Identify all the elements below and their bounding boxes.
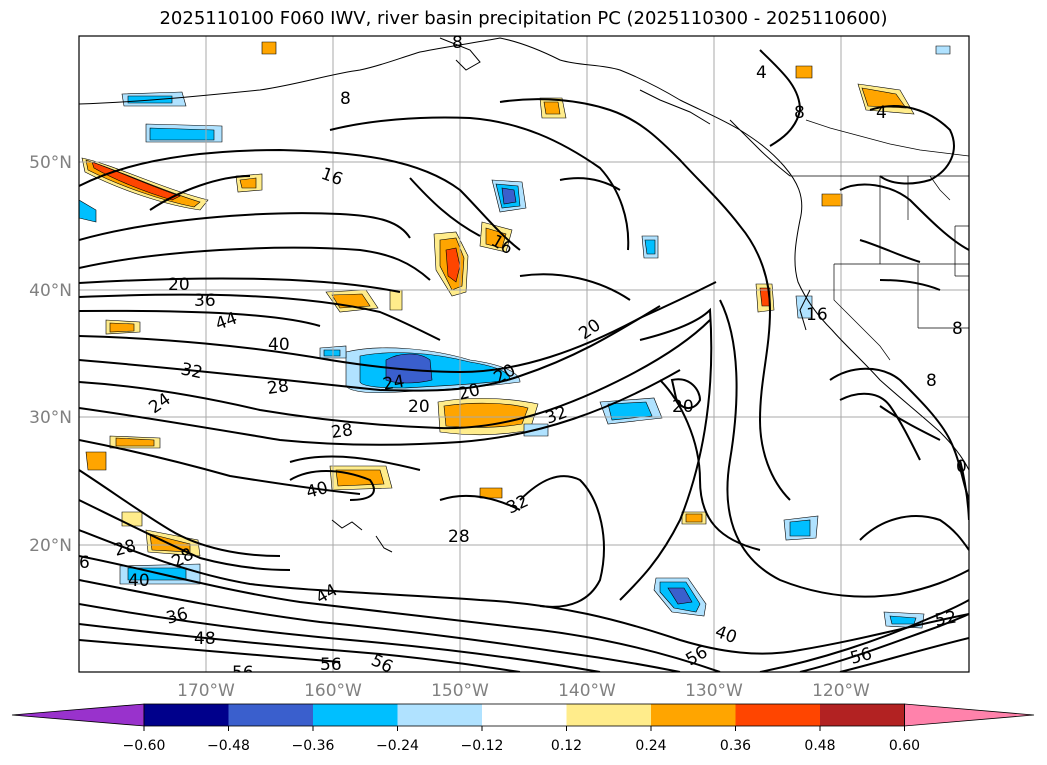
contour-label: 6 (79, 553, 90, 573)
contour-label: 32 (179, 359, 204, 383)
contour-label: 48 (194, 629, 216, 649)
contour-label: 40 (128, 571, 150, 591)
colorbar-tick-label: 0.12 (551, 738, 582, 754)
colorbar-tick-label: −0.12 (461, 738, 504, 754)
iwv-contours (79, 49, 969, 672)
lat-label: 20°N (29, 536, 72, 556)
contour-label: 56 (368, 650, 396, 677)
contour-label: 8 (340, 89, 351, 109)
lon-label: 150°W (431, 681, 489, 701)
map-title: 2025110100 F060 IWV, river basin precipi… (159, 8, 888, 29)
lat-label: 40°N (29, 281, 72, 301)
lon-label: 120°W (812, 681, 870, 701)
colorbar-segment (482, 704, 567, 726)
coastline (79, 37, 969, 553)
contour-label: 20 (672, 397, 694, 417)
latitude-labels: 50°N 40°N 30°N 20°N (29, 153, 72, 556)
longitude-labels: 170°W 160°W 150°W 140°W 130°W 120°W (177, 681, 870, 701)
colorbar: −0.60 −0.48 −0.36 −0.24 −0.12 0.12 0.24 … (11, 703, 1035, 754)
contour-label: 8 (452, 33, 463, 53)
contour-label: 4 (756, 63, 767, 83)
colorbar-segment (566, 704, 651, 726)
lon-label: 140°W (558, 681, 616, 701)
contour-label: 28 (330, 420, 354, 443)
contour-label: 56 (320, 655, 342, 675)
colorbar-tick-label: 0.24 (635, 738, 666, 754)
map-frame (78, 35, 970, 673)
contour-label: 8 (926, 371, 937, 391)
contour-label: 24 (381, 371, 406, 394)
colorbar-high-extension (904, 703, 1035, 727)
colorbar-tick-label: −0.48 (207, 738, 250, 754)
lon-label: 130°W (685, 681, 743, 701)
contour-label: 36 (194, 291, 216, 311)
colorbar-low-extension (11, 703, 145, 727)
colorbar-segment (820, 704, 905, 726)
contour-label: 16 (806, 305, 828, 325)
contour-label: 28 (448, 527, 470, 547)
colorbar-tick-label: −0.24 (376, 738, 419, 754)
colorbar-tick-label: 0.36 (720, 738, 751, 754)
lat-label: 30°N (29, 408, 72, 428)
colorbar-tick-label: −0.36 (292, 738, 335, 754)
lon-label: 160°W (304, 681, 362, 701)
colorbar-segment (144, 704, 229, 726)
colorbar-segment (313, 704, 398, 726)
contour-label: 20 (168, 275, 190, 295)
colorbar-segment (228, 704, 313, 726)
contour-label: 8 (794, 103, 805, 123)
contour-label: 40 (268, 335, 290, 355)
colorbar-segment (651, 704, 736, 726)
contour-label: 56 (232, 663, 254, 683)
map-panel: 8 4 8 4 16 16 20 36 44 40 32 28 24 24 20… (79, 33, 969, 683)
contour-label: 0 (956, 457, 967, 477)
contour-label: 20 (408, 397, 430, 417)
contour-label: 52 (933, 607, 958, 630)
colorbar-tick-label: 0.48 (804, 738, 835, 754)
contour-label: 8 (952, 319, 963, 339)
lat-label: 50°N (29, 153, 72, 173)
contour-label: 4 (876, 103, 887, 123)
contour-label: 28 (266, 376, 290, 399)
colorbar-tick-label: 0.60 (889, 738, 920, 754)
colorbar-tick-label: −0.60 (123, 738, 166, 754)
lon-label: 170°W (177, 681, 235, 701)
colorbar-segment (397, 704, 482, 726)
colorbar-segment (735, 704, 820, 726)
